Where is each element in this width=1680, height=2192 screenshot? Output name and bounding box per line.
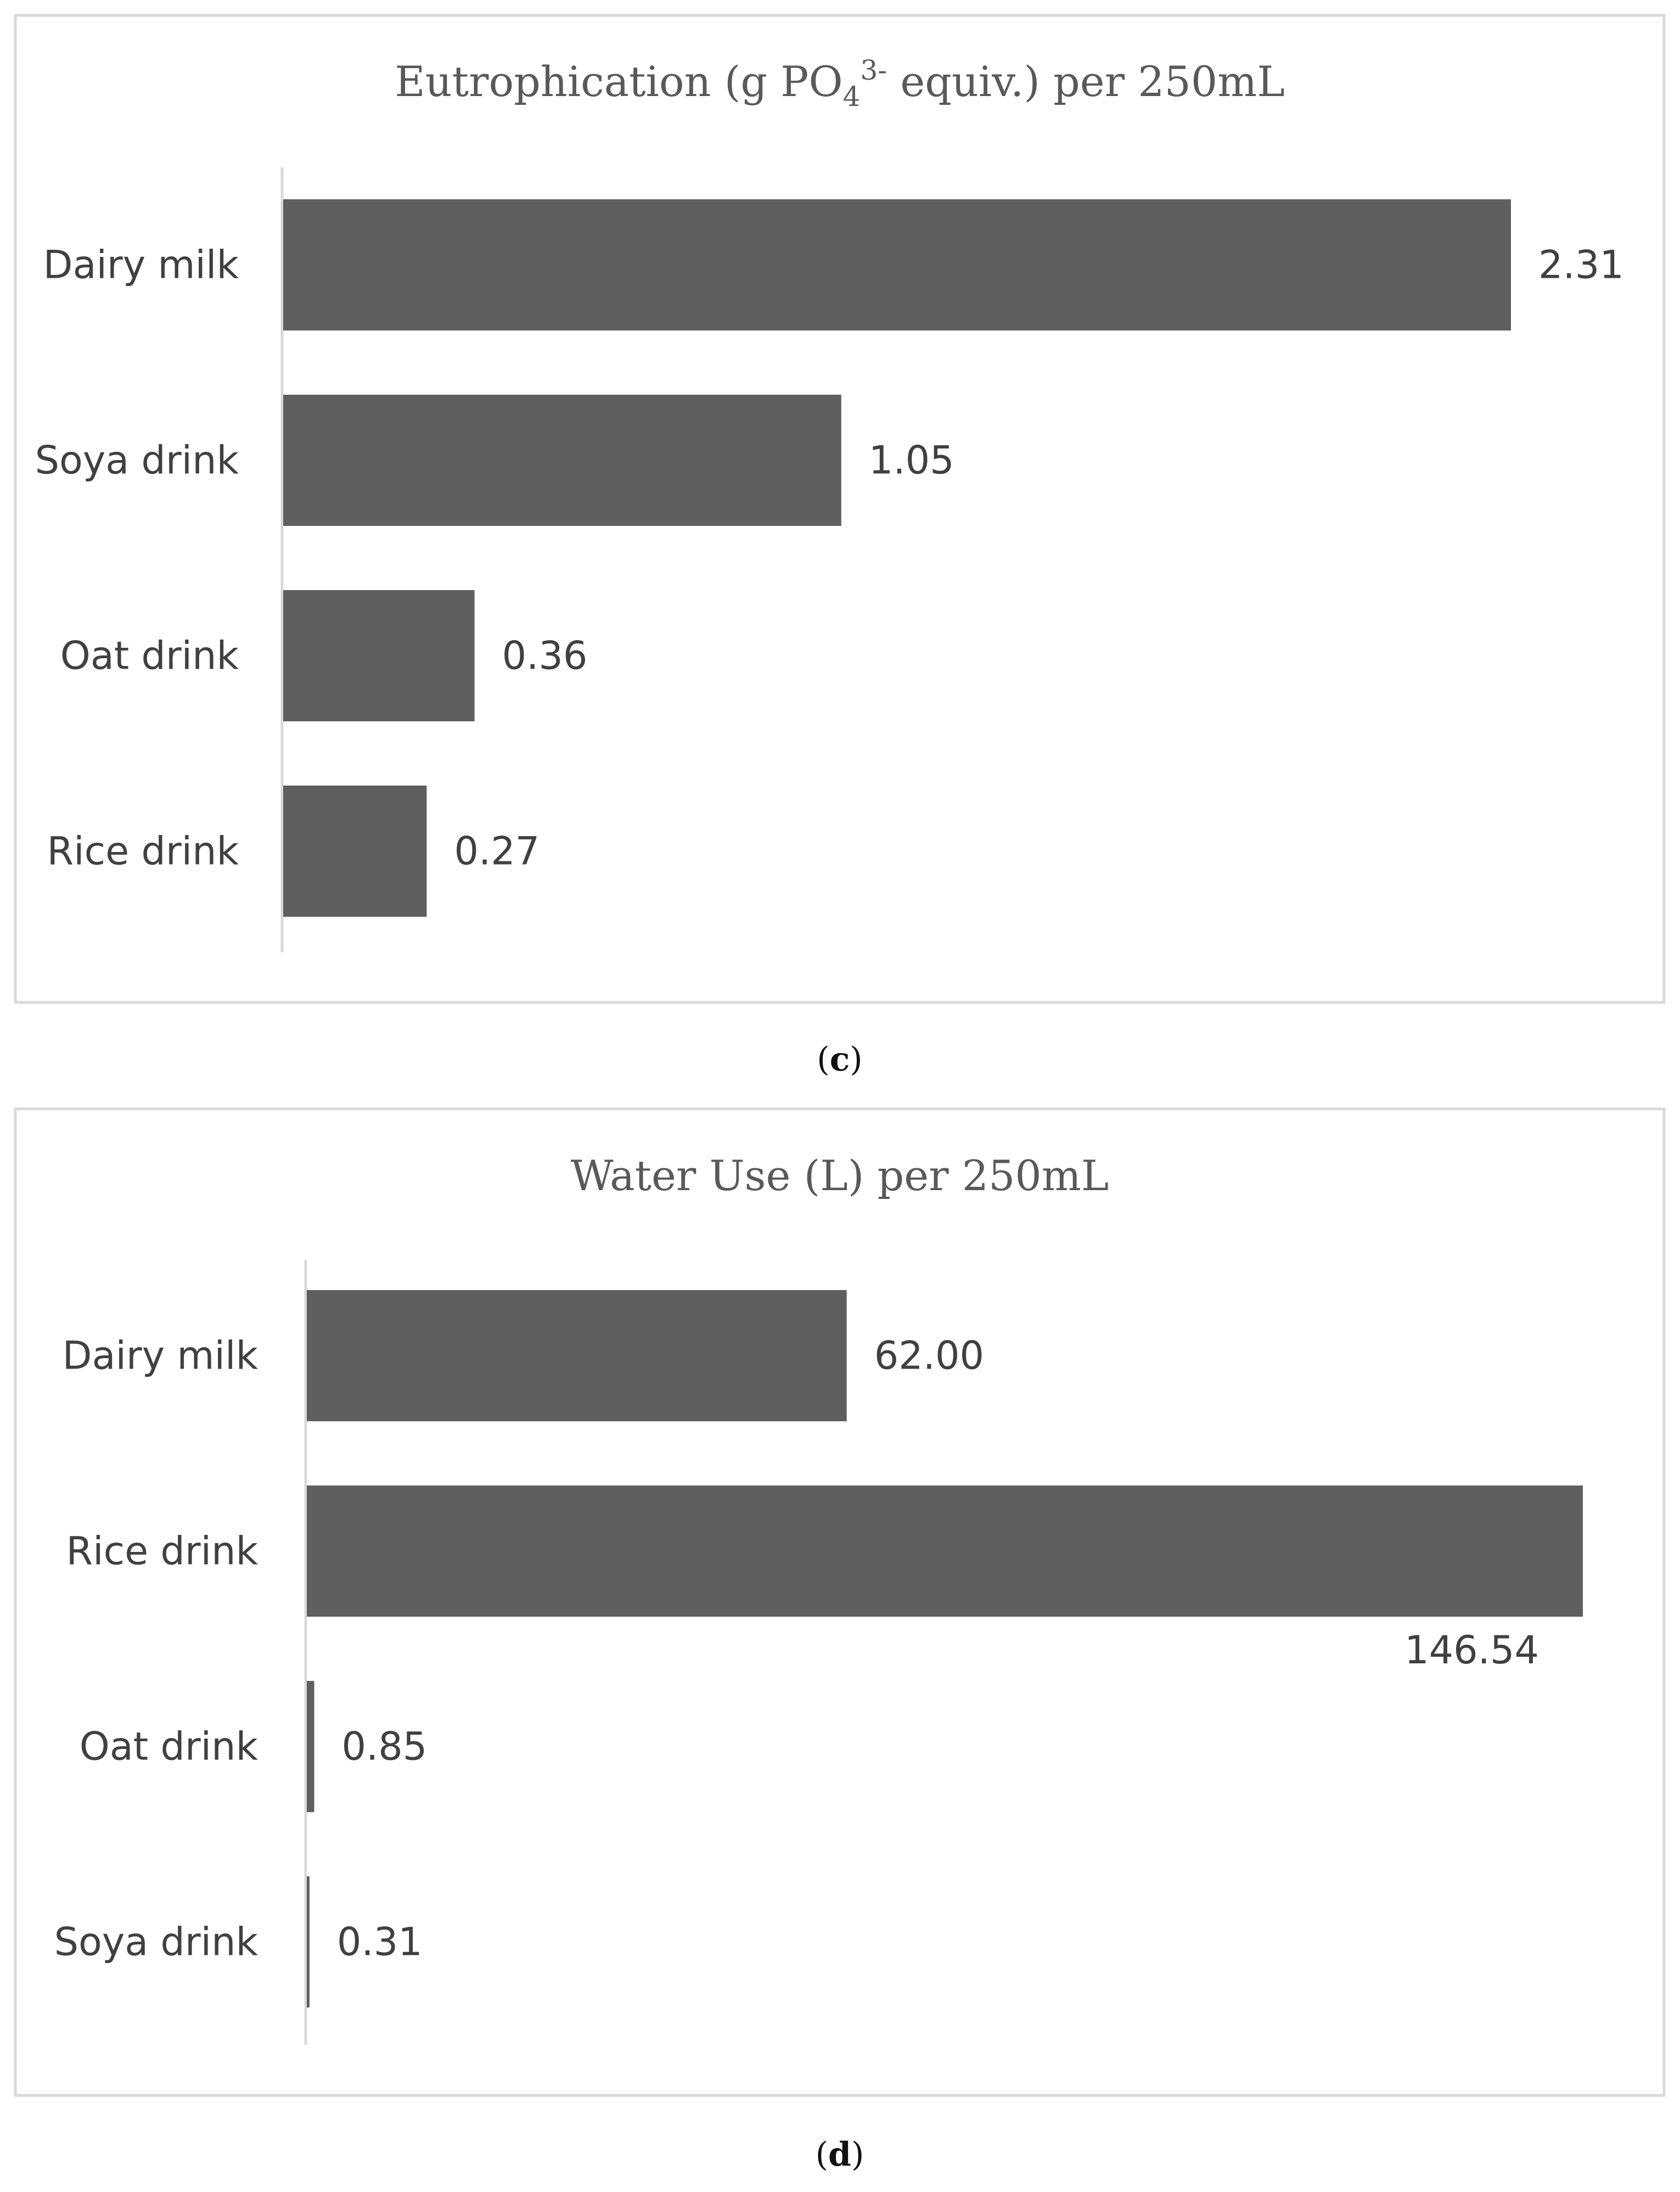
chart-title-d: Water Use (L) per 250mL (571, 1151, 1109, 1200)
bar-d-oat-drink (307, 1681, 314, 1812)
category-label-d-dairy-milk: Dairy milk (63, 1333, 259, 1378)
category-label-d-soya-drink: Soya drink (54, 1920, 259, 1965)
chart-title-c-sup: 3- (860, 54, 887, 86)
panel-caption-c-letter: c (830, 1040, 850, 1079)
bar-d-rice-drink (307, 1485, 1583, 1617)
data-label-d-dairy-milk: 62.00 (874, 1333, 984, 1378)
data-label-d-oat-drink: 0.85 (341, 1724, 427, 1769)
category-label-c-dairy-milk: Dairy milk (43, 243, 239, 288)
bar-d-dairy-milk (307, 1290, 847, 1421)
bar-c-dairy-milk (283, 199, 1511, 330)
category-label-c-oat-drink: Oat drink (60, 634, 239, 679)
data-label-d-soya-drink: 0.31 (337, 1920, 423, 1965)
category-label-c-soya-drink: Soya drink (35, 438, 239, 483)
data-label-c-soya-drink: 1.05 (869, 438, 954, 483)
bars-d: Dairy milk 62.00 Rice drink 146.54 Oat drink… (54, 1290, 1583, 2008)
bars-c: Dairy milk 2.31 Soya drink 1.05 Oat drink 0.3… (35, 199, 1624, 917)
panel-caption-d-letter: d (828, 2135, 851, 2174)
chart-title-c-rest: equiv.) per 250mL (887, 57, 1285, 106)
chart-panel-c: Eutrophication (g PO43- equiv.) per 250m… (14, 14, 1666, 1079)
data-label-c-dairy-milk: 2.31 (1538, 243, 1624, 288)
bar-c-soya-drink (283, 395, 841, 526)
bar-c-oat-drink (283, 590, 475, 721)
panel-caption-d: (d) (816, 2135, 864, 2174)
bar-d-soya-drink (307, 1876, 310, 2008)
data-label-c-rice-drink: 0.27 (454, 829, 540, 874)
category-label-d-oat-drink: Oat drink (80, 1724, 259, 1769)
data-label-c-oat-drink: 0.36 (502, 634, 588, 679)
category-label-d-rice-drink: Rice drink (66, 1529, 259, 1574)
chart-title-c: Eutrophication (g PO43- equiv.) per 250m… (395, 54, 1285, 113)
chart-panel-d: Water Use (L) per 250mL Dairy milk 62.00 R… (14, 1107, 1666, 2174)
data-label-d-rice-drink: 146.54 (1404, 1628, 1539, 1673)
bar-c-rice-drink (283, 786, 427, 917)
category-label-c-rice-drink: Rice drink (47, 829, 239, 874)
chart-title-c-sub: 4 (843, 81, 861, 113)
panel-caption-c: (c) (817, 1040, 862, 1079)
chart-title-c-main: Eutrophication (g PO (395, 57, 842, 106)
